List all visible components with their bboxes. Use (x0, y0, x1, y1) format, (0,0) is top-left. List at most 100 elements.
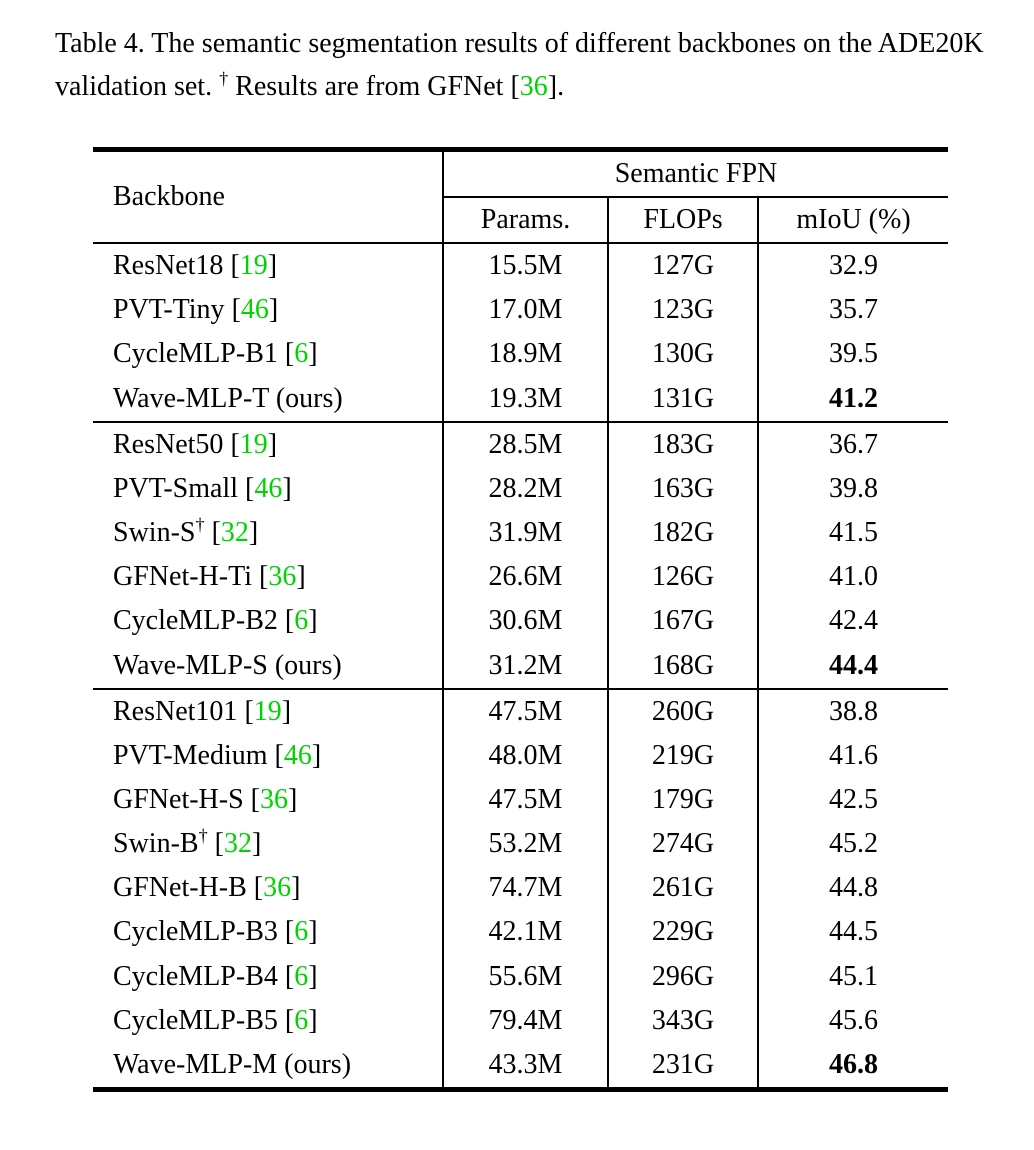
table-row: Wave-MLP-S (ours) 31.2M 168G 44.4 (93, 643, 948, 689)
group-header-row: Backbone Semantic FPN (93, 149, 948, 245)
miou-value: 44.4 (757, 643, 948, 689)
miou-value: 45.2 (757, 822, 948, 867)
table-caption: Table 4. The semantic segmentation resul… (55, 22, 990, 109)
citation-link[interactable]: 46 (283, 739, 312, 771)
table-row: CycleMLP-B2 [6] 30.6M 167G 42.4 (93, 599, 948, 644)
backbone-name: GFNet-H-B [36] (113, 872, 301, 904)
miou-value: 35.7 (757, 288, 948, 333)
params-value: 31.9M (442, 511, 608, 556)
table-row: GFNet-H-S [36] 47.5M 179G 42.5 (93, 777, 948, 823)
citation-link[interactable]: 6 (294, 338, 309, 370)
flops-value: 261G (607, 866, 758, 911)
flops-value: 219G (607, 733, 758, 778)
citation-link[interactable]: 46 (254, 472, 283, 504)
miou-value: 45.6 (757, 998, 948, 1043)
params-value: 18.9M (442, 332, 608, 377)
citation-link[interactable]: 46 (240, 294, 269, 326)
miou-value: 39.5 (757, 332, 948, 377)
citation-link[interactable]: 32 (224, 828, 252, 860)
citation-link[interactable]: 6 (294, 1004, 309, 1036)
backbone-name: GFNet-H-S [36] (113, 783, 298, 815)
table-row: Swin-B† [32] 53.2M 274G 45.2 (93, 822, 948, 867)
table-row: PVT-Tiny [46] 17.0M 123G 35.7 (93, 288, 948, 333)
params-value: 79.4M (442, 998, 608, 1043)
miou-value: 44.8 (757, 866, 948, 911)
citation-link[interactable]: 32 (220, 517, 249, 549)
column-header-backbone: Backbone (93, 149, 443, 245)
backbone-name: ResNet50 [19] (93, 420, 443, 467)
miou-value: 41.2 (757, 376, 948, 422)
miou-value: 45.1 (757, 954, 948, 999)
citation-link[interactable]: 36 (260, 783, 288, 815)
flops-value: 343G (607, 998, 758, 1043)
params-value: 31.2M (442, 643, 608, 689)
backbone-name: ResNet18 [19] (113, 250, 278, 282)
flops-value: 231G (607, 1042, 758, 1090)
params-value: 48.0M (442, 733, 608, 778)
table-row: GFNet-H-Ti [36] 26.6M 126G 41.0 (93, 555, 948, 600)
table-row: GFNet-H-B [36] 74.7M 261G 44.8 (93, 866, 948, 911)
citation-link[interactable]: 6 (294, 605, 309, 637)
table-row: Swin-S† [32] 31.9M 182G 41.5 (93, 511, 948, 556)
backbone-name: Wave-MLP-M (ours) (113, 1048, 352, 1080)
table-row: PVT-Medium [46] 48.0M 219G 41.6 (93, 733, 948, 778)
flops-value: 127G (607, 243, 758, 289)
citation-link[interactable]: 36 (263, 872, 292, 904)
backbone-name: GFNet-H-Ti [36] (113, 561, 306, 593)
miou-value: 32.9 (757, 243, 948, 289)
backbone-name: Swin-S† [32] (113, 514, 259, 549)
miou-value: 41.5 (757, 511, 948, 556)
backbone-name: PVT-Medium [46] (113, 739, 322, 771)
backbone-name: Swin-B† [32] (113, 825, 262, 860)
dagger-symbol: † (219, 69, 229, 90)
citation-link[interactable]: 19 (239, 250, 268, 282)
table-header: Backbone Semantic FPN Params. FLOPs mIoU… (93, 149, 948, 245)
flops-value: 296G (607, 954, 758, 999)
caption-text-lead: Table 4. The semantic segmentation resul… (55, 28, 984, 103)
flops-value: 229G (607, 910, 758, 955)
flops-value: 179G (607, 777, 758, 823)
table-row: ResNet18 [19] 15.5M 127G 32.9 (93, 243, 948, 289)
dagger-symbol: † (195, 514, 205, 535)
flops-value: 123G (607, 288, 758, 333)
flops-value: 183G (607, 420, 758, 467)
miou-value: 42.5 (757, 777, 948, 823)
miou-value: 41.6 (757, 733, 948, 778)
backbone-name: PVT-Small [46] (113, 472, 292, 504)
caption-text-end: ]. (547, 71, 565, 103)
flops-value: 126G (607, 555, 758, 600)
caption-text-mid: Results are from GFNet [ (228, 71, 520, 103)
table-row: PVT-Small [46] 28.2M 163G 39.8 (93, 466, 948, 512)
miou-value: 39.8 (757, 466, 948, 512)
citation-link[interactable]: 36 (268, 561, 297, 593)
params-value: 74.7M (442, 866, 608, 911)
column-header-flops: FLOPs (607, 196, 758, 245)
backbone-name: CycleMLP-B2 [6] (113, 605, 318, 637)
params-value: 55.6M (442, 954, 608, 999)
table-row: ResNet50 [19] 28.5M 183G 36.7 (93, 420, 948, 467)
miou-value: 38.8 (757, 687, 948, 734)
backbone-name: CycleMLP-B5 [6] (113, 1004, 318, 1036)
citation-link[interactable]: 19 (253, 695, 282, 727)
table-row: Wave-MLP-T (ours) 19.3M 131G 41.2 (93, 376, 948, 422)
params-value: 42.1M (442, 910, 608, 955)
citation-link[interactable]: 6 (294, 916, 309, 948)
params-value: 19.3M (442, 376, 608, 422)
results-table: Backbone Semantic FPN Params. FLOPs mIoU… (93, 146, 948, 1093)
params-value: 30.6M (442, 599, 608, 644)
flops-value: 130G (607, 332, 758, 377)
flops-value: 131G (607, 376, 758, 422)
table-row: CycleMLP-B1 [6] 18.9M 130G 39.5 (93, 332, 948, 377)
citation-link[interactable]: 19 (239, 428, 268, 460)
table-row: ResNet101 [19] 47.5M 260G 38.8 (93, 687, 948, 734)
flops-value: 163G (607, 466, 758, 512)
backbone-name: ResNet101 [19] (93, 687, 443, 734)
citation-link[interactable]: 6 (294, 960, 309, 992)
table-row: CycleMLP-B4 [6] 55.6M 296G 45.1 (93, 954, 948, 999)
miou-value: 46.8 (757, 1042, 948, 1090)
params-value: 26.6M (442, 555, 608, 600)
miou-value: 36.7 (757, 420, 948, 467)
flops-value: 274G (607, 822, 758, 867)
params-value: 28.2M (442, 466, 608, 512)
citation-link[interactable]: 36 (519, 71, 548, 103)
